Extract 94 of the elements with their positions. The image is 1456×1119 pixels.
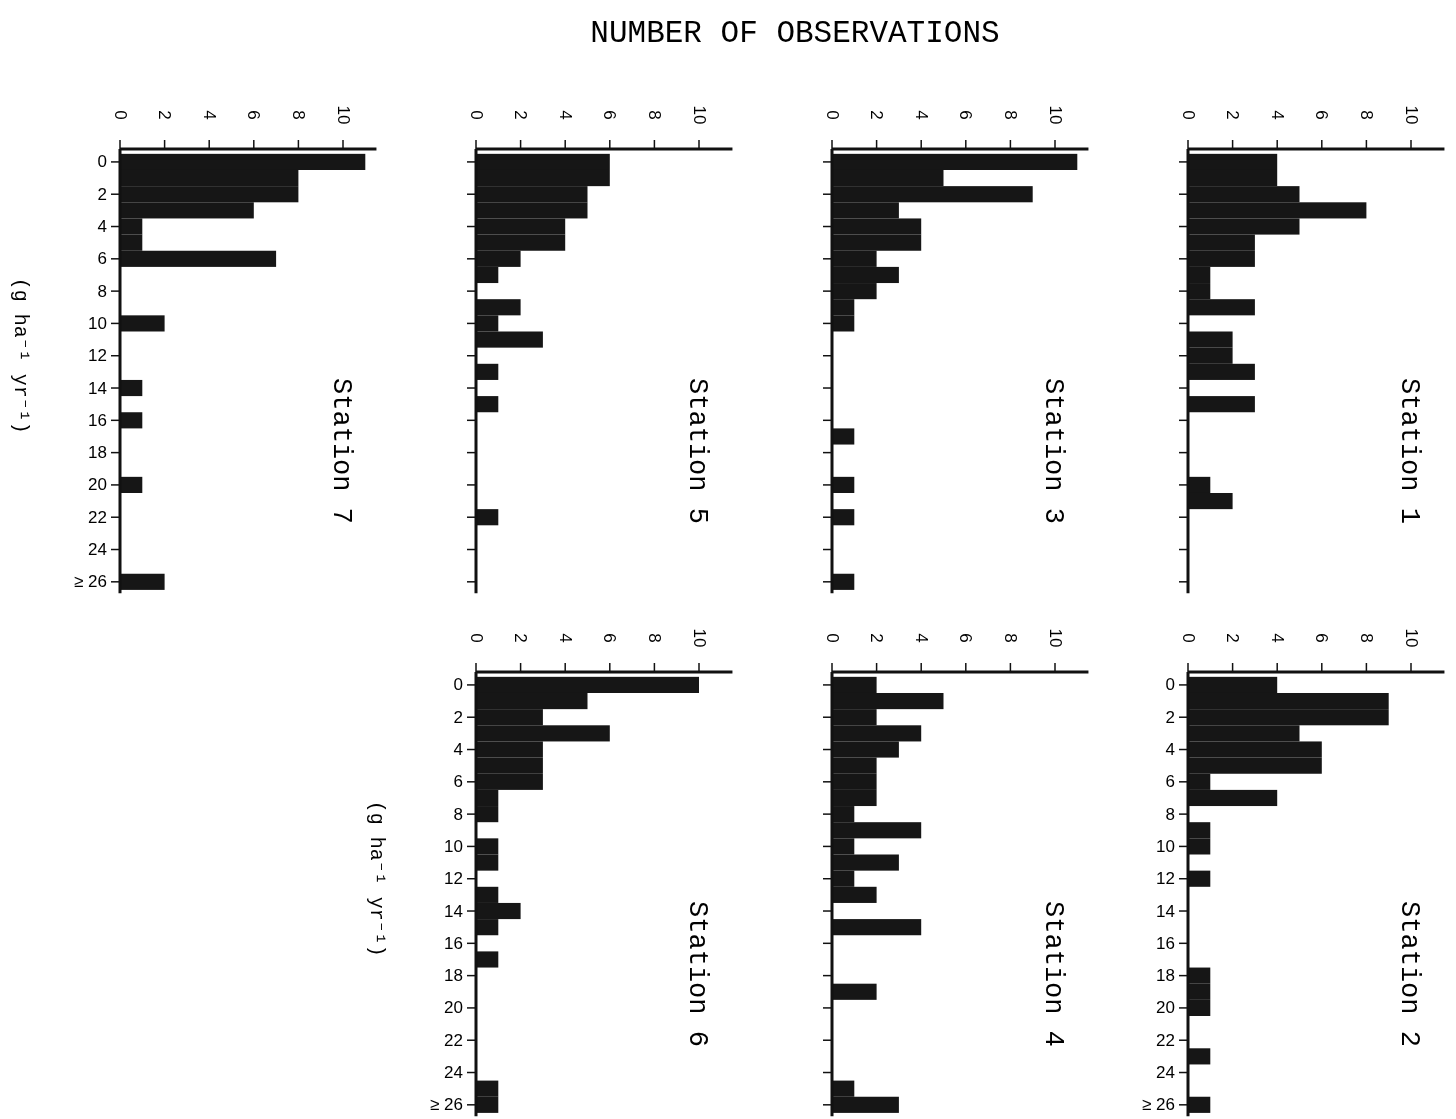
y-tick-label: 16 [444, 933, 463, 953]
y-tick-label: 20 [88, 475, 107, 495]
y-tick-label: 2 [97, 184, 107, 204]
y-tick-label: 10 [444, 836, 463, 856]
x-tick-label: 2 [155, 110, 175, 120]
y-tick-label: 4 [97, 217, 107, 237]
x-tick-label: 6 [956, 633, 976, 643]
x-tick-label: 8 [1356, 110, 1376, 120]
y-tick-label: 18 [444, 966, 463, 986]
y-tick-label: 4 [1165, 740, 1175, 760]
y-tick-label: 8 [453, 804, 463, 824]
x-tick-label: 10 [689, 628, 709, 648]
x-tick-label: 10 [1045, 628, 1065, 648]
y-tick-label: 8 [1165, 804, 1175, 824]
y-tick-label: ≥ 26 [430, 1095, 463, 1115]
x-tick-label: 4 [911, 633, 931, 643]
x-tick-label: 0 [110, 110, 130, 120]
y-tick-label: 14 [444, 901, 463, 921]
y-tick-label: ≥ 26 [1142, 1095, 1175, 1115]
x-tick-label: 0 [822, 110, 842, 120]
x-tick-label: 2 [867, 110, 887, 120]
x-tick-label: 0 [1178, 110, 1198, 120]
x-tick-label: 10 [1401, 628, 1421, 648]
text: Station 1 [1394, 378, 1425, 524]
x-tick-label: 0 [822, 633, 842, 643]
x-tick-label: 2 [1223, 110, 1243, 120]
y-tick-label: 24 [1156, 1063, 1175, 1083]
x-tick-label: 8 [1000, 110, 1020, 120]
y-tick-label: 0 [97, 152, 107, 172]
x-tick-label: 6 [956, 110, 976, 120]
y-tick-label: 24 [444, 1063, 463, 1083]
y-tick-label: 2 [1165, 707, 1175, 727]
text: Station 3 [1038, 378, 1069, 524]
y-tick-label: 22 [1156, 1030, 1175, 1050]
x-tick-label: 0 [466, 110, 486, 120]
y-tick-label: 6 [453, 772, 463, 792]
x-tick-label: 4 [199, 110, 219, 120]
x-tick-label: 2 [1223, 633, 1243, 643]
y-tick-label: 20 [1156, 998, 1175, 1018]
y-tick-label: 14 [1156, 901, 1175, 921]
y-axis-title: (g ha⁻¹ yr⁻¹) [364, 800, 388, 957]
y-tick-label: 10 [1156, 836, 1175, 856]
x-tick-label: 6 [244, 110, 264, 120]
text: Station 6 [682, 901, 713, 1047]
x-tick-label: 4 [1267, 633, 1287, 643]
x-tick-label: 10 [1045, 105, 1065, 125]
y-tick-label: 0 [1165, 675, 1175, 695]
y-tick-label: 8 [97, 281, 107, 301]
y-tick-label: 12 [1156, 869, 1175, 889]
y-tick-label: 22 [88, 507, 107, 527]
y-tick-label: 2 [453, 707, 463, 727]
x-tick-label: 4 [1267, 110, 1287, 120]
y-tick-label: 20 [444, 998, 463, 1018]
x-tick-label: 2 [867, 633, 887, 643]
y-tick-label: 16 [1156, 933, 1175, 953]
x-tick-label: 4 [911, 110, 931, 120]
x-tick-label: 0 [466, 633, 486, 643]
y-tick-label: 10 [88, 313, 107, 333]
x-tick-label: 6 [1312, 633, 1332, 643]
x-tick-label: 2 [511, 633, 531, 643]
x-tick-label: 8 [288, 110, 308, 120]
x-tick-label: 2 [511, 110, 531, 120]
x-tick-label: 4 [555, 633, 575, 643]
text: Station 5 [682, 378, 713, 524]
y-tick-label: 16 [88, 410, 107, 430]
x-tick-label: 0 [1178, 633, 1198, 643]
x-tick-label: 6 [600, 110, 620, 120]
x-tick-label: 4 [555, 110, 575, 120]
y-axis-title: (g ha⁻¹ yr⁻¹) [8, 277, 32, 434]
y-tick-label: 6 [97, 249, 107, 269]
x-tick-label: 10 [689, 105, 709, 125]
text: Station 4 [1038, 901, 1069, 1047]
y-tick-label: 14 [88, 378, 107, 398]
x-tick-label: 10 [1401, 105, 1421, 125]
x-tick-label: 8 [1000, 633, 1020, 643]
x-tick-label: 8 [1356, 633, 1376, 643]
y-tick-label: 12 [444, 869, 463, 889]
y-tick-label: 6 [1165, 772, 1175, 792]
y-tick-label: ≥ 26 [74, 572, 107, 592]
x-tick-label: 8 [644, 110, 664, 120]
text: Station 7 [326, 378, 357, 524]
x-tick-label: 10 [333, 105, 353, 125]
y-tick-label: 22 [444, 1030, 463, 1050]
y-tick-label: 18 [88, 443, 107, 463]
x-tick-label: 6 [1312, 110, 1332, 120]
x-tick-label: 6 [600, 633, 620, 643]
x-tick-label: 8 [644, 633, 664, 643]
text: Station 2 [1394, 901, 1425, 1047]
y-tick-label: 18 [1156, 966, 1175, 986]
y-tick-label: 4 [453, 740, 463, 760]
y-tick-label: 24 [88, 540, 107, 560]
y-tick-label: 0 [453, 675, 463, 695]
x-axis-title: NUMBER OF OBSERVATIONS [590, 15, 1000, 51]
y-tick-label: 12 [88, 346, 107, 366]
